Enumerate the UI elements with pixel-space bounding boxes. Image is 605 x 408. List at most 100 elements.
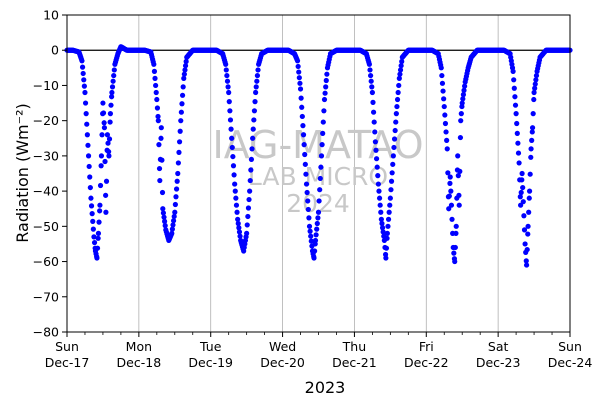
data-point-fill [176,139,183,145]
data-point-fill [303,171,309,177]
data-point [453,223,459,229]
data-point-fill [159,157,165,163]
data-point-fill [182,67,188,73]
data-point-fill [509,65,516,71]
data-point-fill [451,256,458,262]
data-point-fill [313,232,319,238]
data-point-fill [162,218,168,224]
data-point-fill [97,208,103,214]
data-point-fill [397,67,404,73]
data-point-fill [388,187,394,193]
data-point-fill [183,58,189,65]
data-point-fill [377,202,383,208]
data-point-fill [249,146,255,152]
data-point-fill [447,180,453,186]
data-point-fill [460,96,466,102]
data-point-fill [150,59,156,65]
data-point-fill [320,130,326,136]
data-point-fill [243,234,249,240]
x-tick-day: Sun [558,339,582,354]
data-point [250,135,256,141]
data-point-fill [246,196,252,203]
data-point-fill [532,85,538,91]
data-point-fill [514,120,520,127]
data-point-fill [370,99,376,105]
data-point-fill [398,63,404,69]
data-point-fill [375,173,381,179]
data-point-fill [103,178,110,184]
y-tick-label: −70 [33,289,59,304]
data-point [98,153,105,159]
data-point [85,142,91,148]
data-point-fill [523,258,529,264]
x-axis-label: 2023 [305,378,346,397]
data-point-fill [102,158,108,165]
data-point [387,195,393,201]
data-point-fill [446,193,452,199]
data-point [107,111,114,117]
watermark-line-1: IAG-MATAO [212,123,423,167]
x-tick-day: Thu [342,339,366,354]
data-point-fill [439,72,445,79]
data-point-fill [107,119,113,125]
data-point [306,223,313,229]
data-point [226,89,232,96]
data-point-fill [518,189,524,196]
data-point-fill [222,59,228,65]
data-point-fill [301,142,307,148]
data-point-fill [85,153,92,159]
data-point-fill [319,142,325,148]
data-point-fill [111,67,117,73]
data-point [375,181,381,187]
data-point-fill [529,137,535,143]
data-point-fill [448,188,454,194]
data-point-fill [311,254,317,260]
data-point-fill [457,134,464,141]
data-point-fill [172,201,178,208]
y-axis: 10 0 −10 −20 −30 −40 −50 −60 −70 −80 [33,8,67,340]
data-point-fill [179,101,185,107]
data-point-fill [235,220,241,227]
data-point-fill [532,81,538,87]
data-point-fill [323,77,329,84]
data-point-fill [233,195,239,201]
data-point-fill [452,244,458,251]
data-point-fill [97,182,104,189]
data-point-fill [385,216,392,222]
data-point-fill [224,72,230,79]
data-point-fill [376,188,382,194]
data-point-fill [526,195,532,201]
data-point-fill [158,135,164,141]
data-point-fill [255,67,261,73]
data-point-fill [324,71,330,77]
watermark-line-2: LAB MICRO [248,162,388,191]
data-point-fill [90,218,96,224]
data-points [64,44,573,268]
data-point-fill [252,99,258,105]
data-point-fill [382,251,389,258]
data-point-fill [440,88,446,94]
x-tick-date: Dec-21 [332,355,377,370]
data-point-fill [230,153,236,160]
data-point [158,125,164,131]
data-point [447,174,453,180]
data-point-fill [227,117,234,123]
data-point-fill [457,168,463,174]
data-point-fill [251,117,257,123]
data-point [106,153,112,159]
data-point [384,230,390,236]
data-point-fill [82,100,89,106]
data-point [303,181,310,187]
data-point-fill [87,174,93,180]
data-point-fill [442,112,448,118]
data-point [229,135,235,141]
data-point-fill [308,238,314,244]
data-point [247,188,253,194]
data-point-fill [247,177,253,184]
data-point-fill [160,210,167,216]
data-point-fill [390,161,396,167]
data-point-fill [173,186,180,192]
data-point-fill [317,187,323,193]
data-point-fill [153,82,159,89]
data-point-fill [245,205,252,211]
